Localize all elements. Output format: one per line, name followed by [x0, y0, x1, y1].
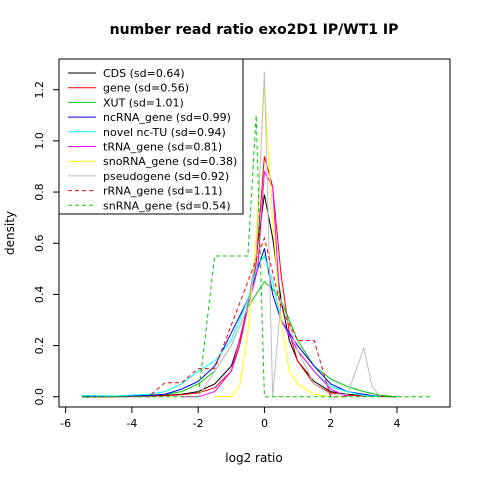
legend-label-5: tRNA_gene (sd=0.81): [103, 141, 222, 154]
series-line-9: [82, 115, 431, 398]
x-tick-label: 4: [393, 417, 400, 430]
chart-title: number read ratio exo2D1 IP/WT1 IP: [110, 22, 399, 38]
series-line-3: [82, 248, 381, 398]
legend-label-0: CDS (sd=0.64): [103, 67, 185, 80]
y-tick-label: 0.2: [33, 337, 46, 355]
legend: CDS (sd=0.64) gene (sd=0.56)XUT (sd=1.01)…: [58, 58, 244, 215]
series-line-6: [214, 87, 331, 398]
legend-label-1: gene (sd=0.56): [103, 82, 189, 95]
y-tick-label: 0.0: [33, 388, 46, 406]
legend-label-3: ncRNA_gene (sd=0.99): [103, 111, 231, 124]
x-tick-label: -6: [60, 417, 71, 430]
series-line-4: [82, 254, 381, 398]
y-tick-label: 0.4: [33, 286, 46, 304]
legend-label-9: snRNA_gene (sd=0.54): [103, 199, 231, 212]
x-axis-label: log2 ratio: [225, 451, 282, 465]
series-line-0: [82, 194, 398, 398]
y-tick-label: 0.6: [33, 234, 46, 252]
x-tick-label: 0: [261, 417, 268, 430]
legend-label-4: novel nc-TU (sd=0.94): [103, 126, 226, 139]
legend-label-8: rRNA_gene (sd=1.11): [103, 185, 222, 198]
legend-label-7: pseudogene (sd=0.92): [103, 170, 229, 183]
y-axis: 0.0 0.2 0.4 0.6 0.8 1.0 1.2: [33, 81, 60, 406]
series-lines: [82, 71, 431, 398]
series-line-7: [197, 71, 381, 398]
x-tick-label: -4: [126, 417, 137, 430]
y-axis-label: density: [3, 211, 17, 255]
legend-label-2: XUT (sd=1.01): [103, 96, 184, 109]
x-axis: -6 -4 -2 0 2 4: [60, 406, 400, 430]
series-line-5: [181, 169, 348, 398]
x-tick-label: -2: [193, 417, 204, 430]
y-tick-label: 1.0: [33, 132, 46, 150]
series-line-8: [82, 236, 348, 398]
x-tick-label: 2: [327, 417, 334, 430]
y-tick-label: 1.2: [33, 81, 46, 99]
legend-box: [58, 58, 244, 215]
y-tick-label: 0.8: [33, 183, 46, 201]
legend-label-6: snoRNA_gene (sd=0.38): [103, 155, 237, 168]
